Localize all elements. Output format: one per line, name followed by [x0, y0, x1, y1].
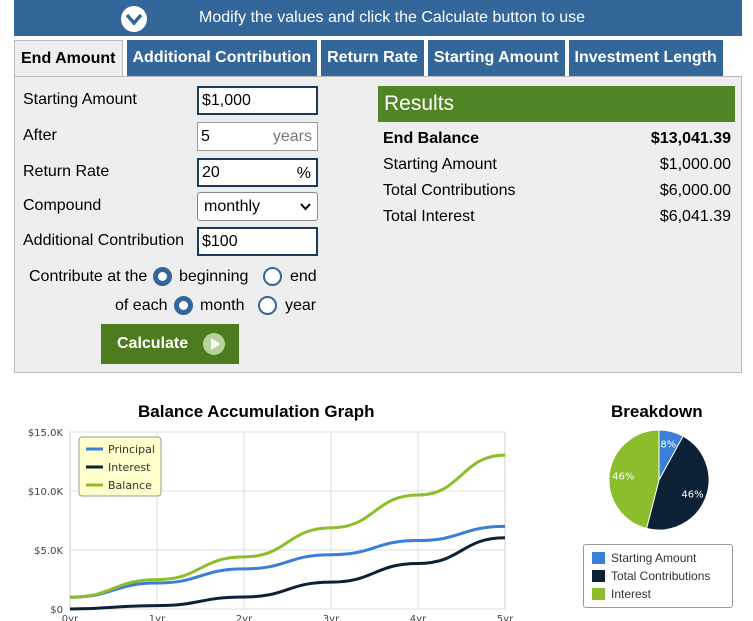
additional-contribution-value: $100 [202, 232, 238, 250]
period-year-radio[interactable] [258, 296, 277, 315]
starting-amount-label: Starting Amount [23, 91, 137, 108]
result-value: $6,041.39 [659, 208, 731, 225]
y-tick-label: $0 [50, 605, 63, 616]
result-label: Total Contributions [383, 182, 516, 199]
pie-legend-item: Interest [592, 587, 651, 601]
beginning-label: beginning [179, 268, 249, 285]
calculator-panel: Starting Amount $1,000 After 5 years Ret… [14, 76, 742, 373]
contribute-at-label: Contribute at the [29, 268, 148, 285]
year-label: year [285, 297, 317, 314]
legend-swatch [592, 552, 605, 564]
after-suffix: years [272, 128, 312, 145]
pie-slice-label: 46% [612, 471, 634, 482]
starting-amount-value: $1,000 [202, 91, 251, 109]
legend-label: Principal [108, 443, 155, 456]
y-tick-label: $10.0K [28, 487, 64, 498]
legend-box [78, 436, 162, 497]
series-line-principal [69, 524, 506, 599]
additional-contribution-label: Additional Contribution [23, 232, 184, 249]
starting-amount-input[interactable]: $1,000 [197, 86, 318, 115]
after-value: 5 [201, 127, 210, 145]
result-label: Starting Amount [383, 156, 497, 173]
result-value: $13,041.39 [650, 130, 731, 147]
x-tick-label: 1yr [149, 614, 166, 621]
result-label: Total Interest [383, 208, 475, 225]
calculator-tabs: End Amount Additional Contribution Retur… [14, 40, 727, 76]
result-row-end-balance: End Balance $13,041.39 [383, 130, 731, 148]
legend-swatch [592, 588, 605, 600]
after-label: After [23, 127, 57, 144]
pie-legend: Starting Amount Total Contributions Inte… [583, 544, 733, 608]
result-row-total-interest: Total Interest $6,041.39 [383, 208, 731, 226]
banner-message: Modify the values and click the Calculat… [199, 9, 585, 26]
x-tick-label: 4yr [410, 614, 427, 621]
x-tick-label: 0yr [62, 614, 79, 621]
compound-select[interactable]: monthly [197, 192, 318, 221]
month-label: month [200, 297, 245, 314]
contribute-end-radio[interactable] [263, 267, 282, 286]
plot-area [69, 431, 506, 610]
tab-end-amount[interactable]: End Amount [14, 40, 123, 76]
x-tick-label: 2yr [236, 614, 253, 621]
pie-legend-label: Interest [611, 587, 652, 601]
return-rate-value: 20 [202, 163, 220, 181]
tab-return-rate[interactable]: Return Rate [321, 40, 424, 76]
return-rate-input[interactable]: 20 % [197, 158, 318, 187]
pie-legend-item: Total Contributions [592, 569, 710, 583]
pie-legend-label: Total Contributions [611, 569, 711, 583]
pie-slice-label: 46% [681, 489, 703, 500]
x-tick-label: 5yr [497, 614, 514, 621]
pie-slice-label: 8% [660, 440, 676, 451]
result-value: $6,000.00 [659, 182, 731, 199]
series-line-interest [69, 536, 506, 611]
legend-label: Balance [108, 479, 152, 492]
y-tick-label: $15.0K [28, 428, 64, 439]
period-month-radio[interactable] [174, 296, 193, 315]
calculate-button[interactable]: Calculate [101, 324, 239, 364]
pie-chart-title: Breakdown [611, 402, 703, 421]
play-icon [203, 333, 225, 355]
x-tick-label: 3yr [323, 614, 340, 621]
legend-swatch [592, 570, 605, 582]
return-rate-label: Return Rate [23, 163, 110, 180]
pie-legend-item: Starting Amount [592, 551, 696, 565]
legend-label: Interest [108, 461, 151, 474]
tab-investment-length[interactable]: Investment Length [568, 40, 723, 76]
pie-legend-label: Starting Amount [611, 551, 697, 565]
of-each-label: of each [115, 297, 168, 314]
calculate-label: Calculate [117, 335, 189, 352]
pie-slice-interest [608, 430, 660, 530]
compound-label: Compound [23, 197, 102, 214]
compound-value: monthly [204, 197, 261, 215]
after-years-input[interactable]: 5 years [197, 122, 318, 151]
y-tick-label: $5.0K [34, 546, 63, 557]
pie-slice-total-contributions [645, 435, 710, 531]
result-row-total-contributions: Total Contributions $6,000.00 [383, 182, 731, 200]
tab-additional-contribution[interactable]: Additional Contribution [126, 40, 318, 76]
tab-starting-amount[interactable]: Starting Amount [427, 40, 565, 76]
instruction-banner: Modify the values and click the Calculat… [14, 0, 742, 36]
additional-contribution-input[interactable]: $100 [197, 227, 318, 256]
result-label: End Balance [383, 130, 480, 147]
return-rate-suffix: % [296, 165, 311, 182]
result-value: $1,000.00 [659, 156, 731, 173]
results-title: Results [378, 86, 735, 122]
chevron-down-icon [300, 202, 311, 210]
end-label: end [290, 268, 317, 285]
contribute-beginning-radio[interactable] [153, 267, 172, 286]
collapse-chevron-icon[interactable] [121, 6, 147, 32]
series-line-balance [69, 453, 506, 599]
line-chart-title: Balance Accumulation Graph [138, 402, 375, 421]
breakdown-pie-chart: 8% 46% 46% [608, 430, 710, 531]
line-chart-legend: Principal Interest Balance [78, 436, 162, 497]
result-row-starting-amount: Starting Amount $1,000.00 [383, 156, 731, 174]
